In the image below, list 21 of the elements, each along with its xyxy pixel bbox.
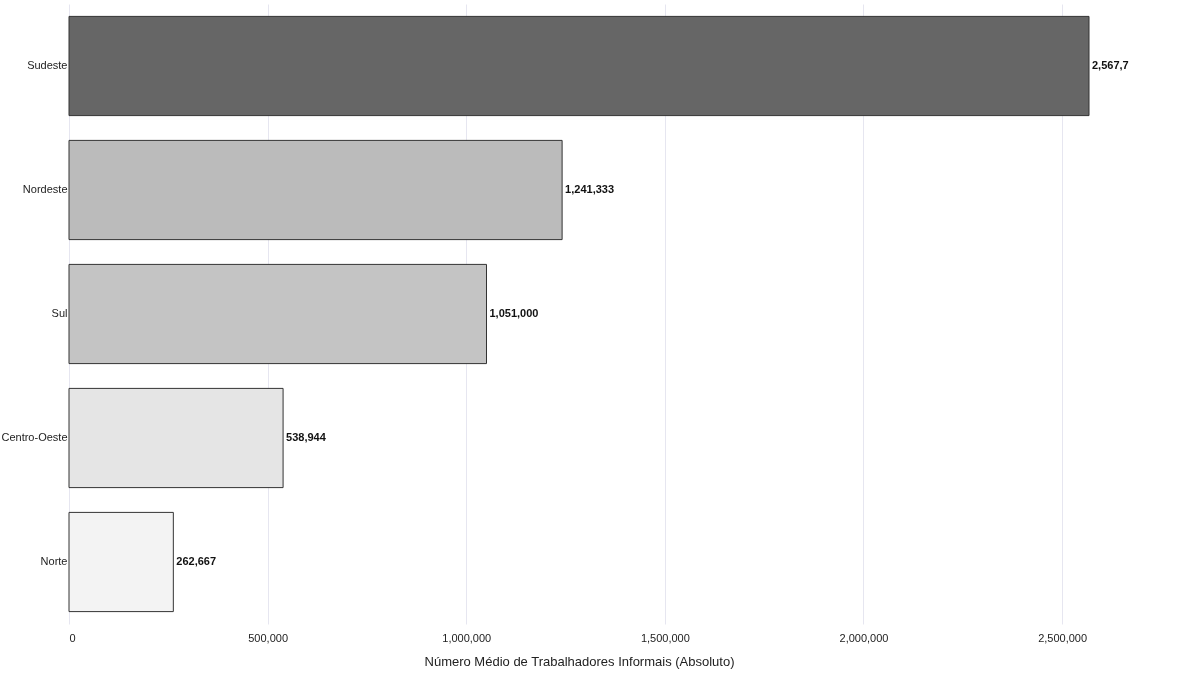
x-tick-label: 1,500,000 bbox=[640, 631, 690, 644]
y-tick-label: Norte bbox=[40, 555, 68, 567]
bar bbox=[68, 511, 174, 613]
x-tick-label: 2,500,000 bbox=[1038, 631, 1088, 644]
data-label: 1,051,000 bbox=[489, 307, 539, 319]
x-tick-label: 500,000 bbox=[248, 631, 288, 644]
x-tick-label: 2,000,000 bbox=[839, 631, 889, 644]
data-label: 2,567,7 bbox=[1092, 59, 1129, 71]
bar bbox=[68, 139, 563, 241]
data-label: 538,944 bbox=[286, 431, 327, 443]
data-label: 262,667 bbox=[176, 555, 217, 567]
y-tick-label: Nordeste bbox=[22, 183, 68, 195]
x-axis-title: Número Médio de Trabalhadores Informais (Absoluto) bbox=[424, 653, 735, 669]
y-tick-label: Centro-Oeste bbox=[1, 431, 68, 443]
bar bbox=[68, 15, 1090, 117]
data-label: 1,241,333 bbox=[565, 183, 615, 195]
x-tick-label: 1,000,000 bbox=[442, 631, 492, 644]
bar bbox=[68, 263, 487, 365]
x-tick-label: 0 bbox=[69, 631, 76, 644]
y-tick-label: Sudeste bbox=[27, 59, 68, 71]
y-tick-label: Sul bbox=[51, 307, 68, 319]
